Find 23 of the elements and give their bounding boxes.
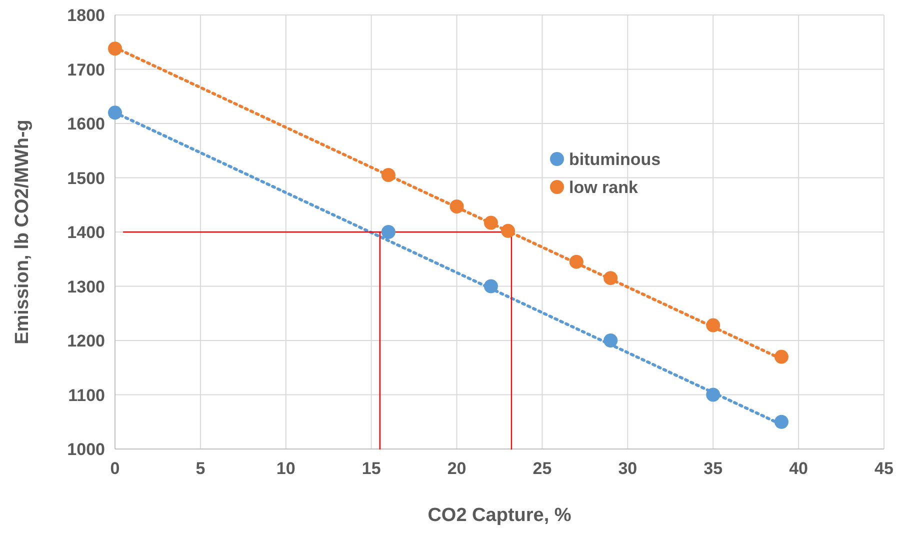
x-tick-label: 20 (447, 459, 466, 478)
legend-label: low rank (569, 178, 639, 197)
x-tick-label: 40 (789, 459, 808, 478)
y-tick-label: 1600 (67, 114, 105, 134)
y-tick-label: 1100 (68, 386, 105, 405)
x-tick-label: 35 (704, 459, 723, 478)
y-tick-label: 1400 (67, 223, 105, 242)
y-tick-label: 1700 (67, 60, 105, 80)
x-tick-label: 25 (532, 459, 552, 478)
x-tick-label: 0 (110, 459, 120, 478)
legend-label: bituminous (569, 150, 661, 169)
y-tick-label: 1300 (67, 277, 105, 296)
y-tick-label: 1200 (67, 332, 105, 350)
x-tick-label: 5 (196, 459, 206, 478)
x-tick-label: 30 (618, 459, 638, 478)
x-axis-title: CO2 Capture, % (428, 505, 572, 526)
y-tick-label: 1500 (67, 168, 105, 188)
x-tick-label: 10 (276, 459, 296, 478)
x-tick-label: 15 (362, 459, 381, 478)
y-tick-label: 1000 (67, 440, 105, 459)
y-tick-label: 1800 (67, 6, 105, 25)
x-tick-label: 45 (874, 459, 894, 478)
y-axis-title: Emission, lb CO2/MWh-g (12, 120, 33, 344)
